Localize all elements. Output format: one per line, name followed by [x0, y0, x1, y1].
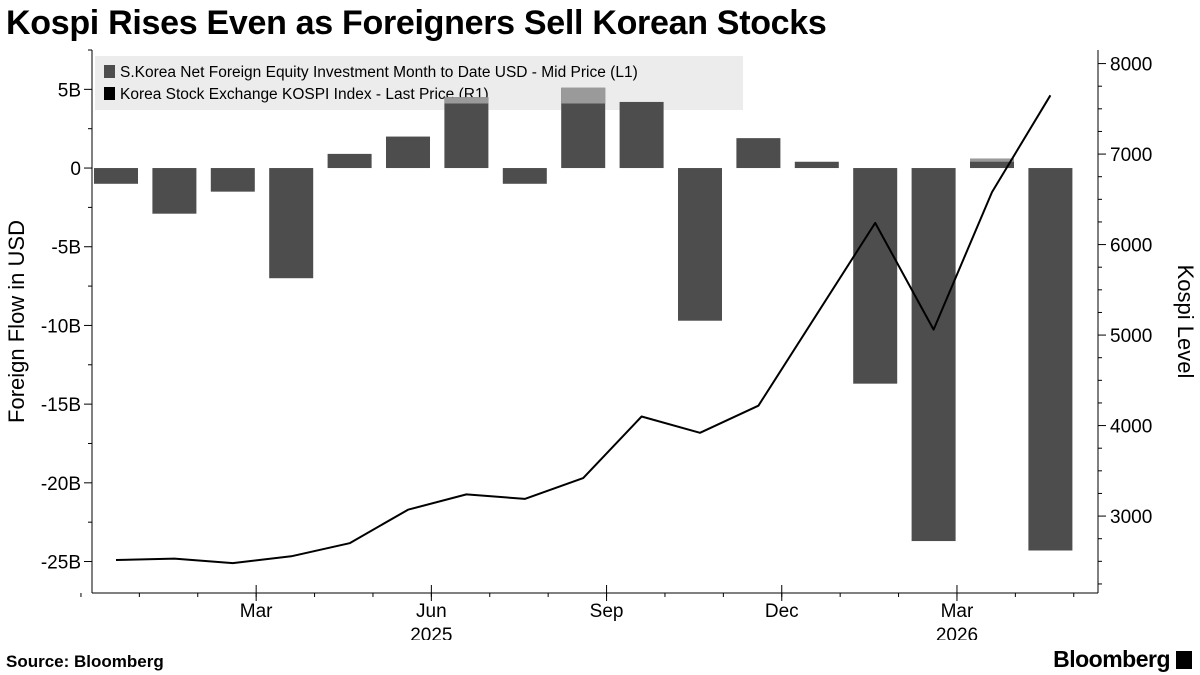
left-tick-label: -20B [41, 474, 81, 495]
legend-label-kospi: Korea Stock Exchange KOSPI Index - Last … [120, 86, 489, 103]
chart: S.Korea Net Foreign Equity Investment Mo… [4, 49, 1198, 640]
bar [152, 168, 197, 214]
bar [210, 168, 255, 192]
line-series [115, 94, 1052, 565]
kospi-line [115, 94, 1052, 565]
axes: 5B 0 -5B -10B -15B -20B -25B 8000 7000 6000 5000 40… [4, 49, 1198, 640]
x-year-label: 2026 [936, 625, 978, 640]
bar [970, 158, 1014, 169]
brand-name: Bloomberg [1053, 646, 1170, 672]
left-tick-label: -15B [41, 395, 81, 416]
legend-swatch-kospi [104, 87, 115, 100]
bar-series [94, 87, 1073, 551]
x-tick-label: Mar [240, 601, 273, 622]
left-tick-label: 5B [58, 80, 81, 101]
left-axis-title: Foreign Flow in USD [4, 220, 29, 423]
bar [911, 168, 956, 542]
bar [386, 136, 430, 169]
legend-background [95, 56, 743, 110]
x-year-label: 2025 [410, 625, 452, 640]
legend-label-foreign-flow: S.Korea Net Foreign Equity Investment Mo… [120, 64, 638, 81]
x-tick-label: Jun [416, 601, 447, 622]
x-tick-label: Mar [941, 601, 974, 622]
brand-logo: Bloomberg [1053, 646, 1192, 673]
x-tick-label: Dec [765, 601, 799, 622]
right-axis-title: Kospi Level [1173, 265, 1198, 379]
legend: S.Korea Net Foreign Equity Investment Mo… [95, 56, 743, 110]
bar-top-segment [444, 97, 489, 104]
bar-top-segment [970, 158, 1014, 162]
bar [502, 168, 547, 184]
bar [94, 168, 138, 184]
left-tick-label: 0 [70, 159, 81, 180]
bar [736, 138, 781, 169]
left-tick-label: -25B [41, 553, 81, 574]
bloomberg-badge-icon [1176, 650, 1192, 669]
source-note: Source: Bloomberg [6, 652, 164, 671]
chart-title: Kospi Rises Even as Foreigners Sell Kore… [6, 4, 827, 42]
right-tick-label: 3000 [1110, 507, 1152, 528]
right-tick-label: 4000 [1110, 417, 1152, 438]
bar [327, 153, 372, 169]
bar-top-segment [561, 87, 606, 104]
bar [619, 101, 664, 169]
left-tick-label: -5B [51, 238, 81, 259]
left-tick-label: -10B [41, 316, 81, 337]
bar [1028, 168, 1073, 551]
right-tick-label: 6000 [1110, 236, 1152, 257]
x-tick-label: Sep [590, 601, 624, 622]
bar [794, 161, 839, 169]
right-tick-label: 8000 [1110, 55, 1152, 76]
right-tick-label: 5000 [1110, 326, 1152, 347]
bar [269, 168, 314, 279]
bar [678, 168, 722, 321]
right-tick-label: 7000 [1110, 145, 1152, 166]
legend-swatch-foreign-flow [104, 65, 115, 78]
bar [853, 168, 898, 384]
bar [444, 97, 489, 169]
